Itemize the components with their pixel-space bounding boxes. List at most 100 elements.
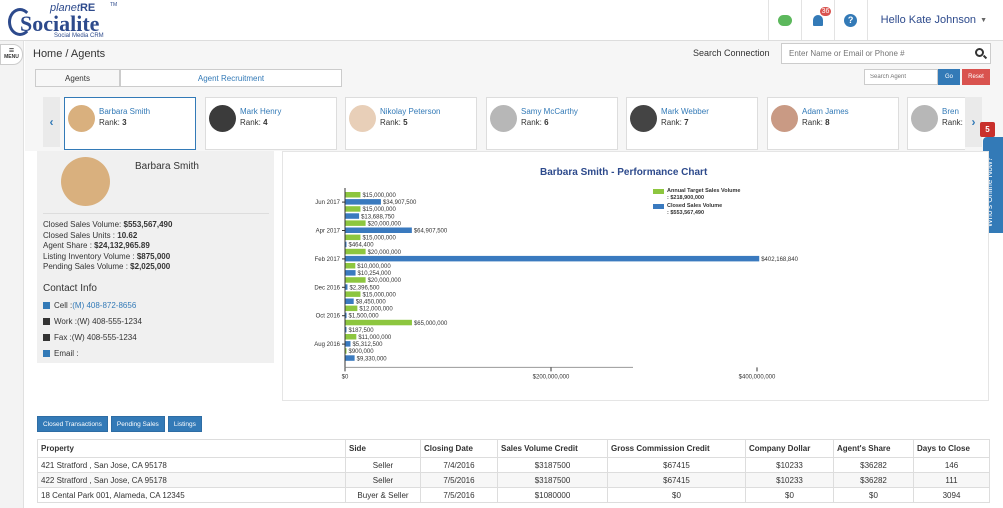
chart-bar[interactable] [345, 263, 356, 269]
col-property[interactable]: Property [37, 439, 346, 458]
notifications-button[interactable]: 36 [800, 0, 834, 40]
help-button[interactable]: ? [833, 0, 867, 40]
chart-bar[interactable] [345, 305, 358, 312]
agent-avatar [911, 105, 938, 132]
tab-closed-transactions[interactable]: Closed Transactions [37, 416, 108, 432]
table-row[interactable]: 18 Cental Park 001, Alameda, CA 12345 Bu… [37, 487, 990, 503]
phone-icon [43, 302, 50, 309]
bar-data-label: $10,254,000 [358, 271, 392, 277]
left-rail: ≡ MENU [0, 41, 24, 508]
col-closing-date[interactable]: Closing Date [420, 439, 498, 458]
x-tick-label: $400,000,000 [739, 374, 776, 380]
agent-card[interactable]: Nikolay Peterson Rank: 5 [345, 97, 477, 150]
chart-bar[interactable] [345, 192, 361, 198]
contact-cell[interactable]: Cell : (M) 408-872-8656 [43, 301, 136, 310]
chart-bar[interactable] [345, 341, 351, 347]
tabs-row: Agents Agent Recruitment Go Reset [25, 67, 1003, 91]
performance-chart-panel: Barbara Smith - Performance Chart Annual… [282, 151, 989, 401]
tab-listings[interactable]: Listings [167, 416, 202, 432]
stat-closed-sales-units: Closed Sales Units : 10.62 [43, 230, 138, 240]
chart-bar[interactable] [345, 255, 760, 262]
search-icon[interactable] [975, 48, 984, 57]
agent-avatar [209, 105, 236, 132]
search-connection-input[interactable] [782, 44, 962, 63]
agent-card[interactable]: Adam James Rank: 8 [767, 97, 899, 150]
agent-card[interactable]: Samy McCarthy Rank: 6 [486, 97, 618, 150]
table-row[interactable]: 421 Stratford , San Jose, CA 95178 Selle… [37, 457, 990, 473]
user-greeting: Hello Kate Johnson [880, 14, 977, 26]
stat-closed-sales-volume: Closed Sales Volume: $553,567,490 [43, 220, 173, 229]
agent-card[interactable]: Mark Webber Rank: 7 [626, 97, 758, 150]
chart-bar[interactable] [345, 334, 357, 340]
bar-data-label: $20,000,000 [368, 221, 402, 227]
agent-stats: Closed Sales Volume: $553,567,490 Closed… [43, 220, 172, 273]
chart-bar[interactable] [345, 206, 361, 212]
divider [43, 213, 269, 214]
reset-button[interactable]: Reset [962, 69, 990, 85]
menu-button[interactable]: ≡ MENU [0, 44, 23, 65]
bar-data-label: $464,400 [349, 243, 375, 249]
carousel-next-button[interactable]: › [965, 97, 982, 147]
contact-work: Work : (W) 408-555-1234 [43, 317, 142, 326]
agent-profile-panel: Barbara Smith Closed Sales Volume: $553,… [37, 151, 274, 363]
col-agents-share[interactable]: Agent's Share [833, 439, 914, 458]
agent-card[interactable]: Mark Henry Rank: 4 [205, 97, 337, 150]
chart-bar[interactable] [345, 326, 347, 333]
carousel-prev-button[interactable]: ‹ [43, 97, 60, 147]
notification-badge: 36 [819, 7, 832, 16]
chart-bar[interactable] [345, 277, 366, 283]
chart-bar[interactable] [345, 248, 366, 255]
col-gross-commission[interactable]: Gross Commission Credit [607, 439, 746, 458]
legend-swatch [653, 189, 664, 194]
go-button[interactable]: Go [938, 69, 960, 85]
transactions-tabs: Closed Transactions Pending Sales Listin… [37, 416, 202, 432]
caret-down-icon: ▼ [980, 16, 987, 24]
chart-bar[interactable] [345, 312, 347, 319]
col-sales-volume-credit[interactable]: Sales Volume Credit [497, 439, 608, 458]
col-company-dollar[interactable]: Company Dollar [745, 439, 834, 458]
chart-bar[interactable] [345, 348, 347, 354]
y-tick-label: Aug 2016 [314, 342, 340, 348]
chart-bar[interactable] [345, 227, 412, 234]
chart-bar[interactable] [345, 355, 355, 361]
agent-card[interactable]: Bren Rank: [907, 97, 965, 150]
chart-bar[interactable] [345, 291, 361, 297]
tab-agent-recruitment[interactable]: Agent Recruitment [120, 69, 342, 87]
agent-carousel: ‹ Barbara Smith Rank: 3 Mark Henry Rank:… [25, 91, 1003, 151]
bar-data-label: $13,688,750 [361, 214, 395, 220]
chart-bar[interactable] [345, 270, 356, 276]
agent-card[interactable]: Barbara Smith Rank: 3 [64, 97, 196, 150]
col-side[interactable]: Side [345, 439, 421, 458]
chart-bar[interactable] [345, 220, 366, 226]
stat-agent-share: Agent Share : $24,132,965.89 [43, 241, 150, 250]
chart-bar[interactable] [345, 284, 348, 290]
chart-bar[interactable] [345, 199, 381, 205]
top-header: planetRE TM Socialite Social Media CRM 3… [0, 0, 1003, 41]
chart-bar[interactable] [345, 319, 412, 326]
chart-bar[interactable] [345, 213, 360, 219]
planetre-logo[interactable]: planetRE TM Socialite Social Media CRM [6, 2, 118, 40]
contact-fax: Fax : (W) 408-555-1234 [43, 333, 137, 342]
bar-data-label: $11,000,000 [358, 335, 392, 341]
chart-legend: Annual Target Sales Volume: $218,900,000… [653, 188, 740, 216]
bar-data-label: $5,312,500 [352, 342, 383, 348]
tab-pending-sales[interactable]: Pending Sales [110, 416, 165, 432]
performance-chart: Barbara Smith - Performance Chart Annual… [314, 167, 798, 380]
chart-title: Barbara Smith - Performance Chart [540, 167, 708, 178]
agent-avatar [630, 105, 657, 132]
user-menu[interactable]: Hello Kate Johnson ▼ [866, 0, 1003, 40]
chart-bar[interactable] [345, 241, 347, 248]
table-row[interactable]: 422 Stratford , San Jose, CA 95178 Selle… [37, 472, 990, 488]
tab-agents[interactable]: Agents [35, 69, 120, 87]
bar-data-label: $15,000,000 [362, 207, 396, 213]
breadcrumb-bar: Home / Agents Search Connection [25, 41, 1003, 67]
chart-bar[interactable] [345, 298, 354, 305]
agent-avatar [349, 105, 376, 132]
bar-data-label: $8,450,000 [356, 300, 387, 306]
legend-value: : $218,900,000 [667, 195, 704, 201]
chart-bar[interactable] [345, 234, 361, 241]
chat-button[interactable] [767, 0, 801, 40]
stat-pending-sales: Pending Sales Volume : $2,025,000 [43, 262, 171, 271]
search-agent-input[interactable] [864, 69, 938, 85]
col-days-to-close[interactable]: Days to Close [913, 439, 990, 458]
